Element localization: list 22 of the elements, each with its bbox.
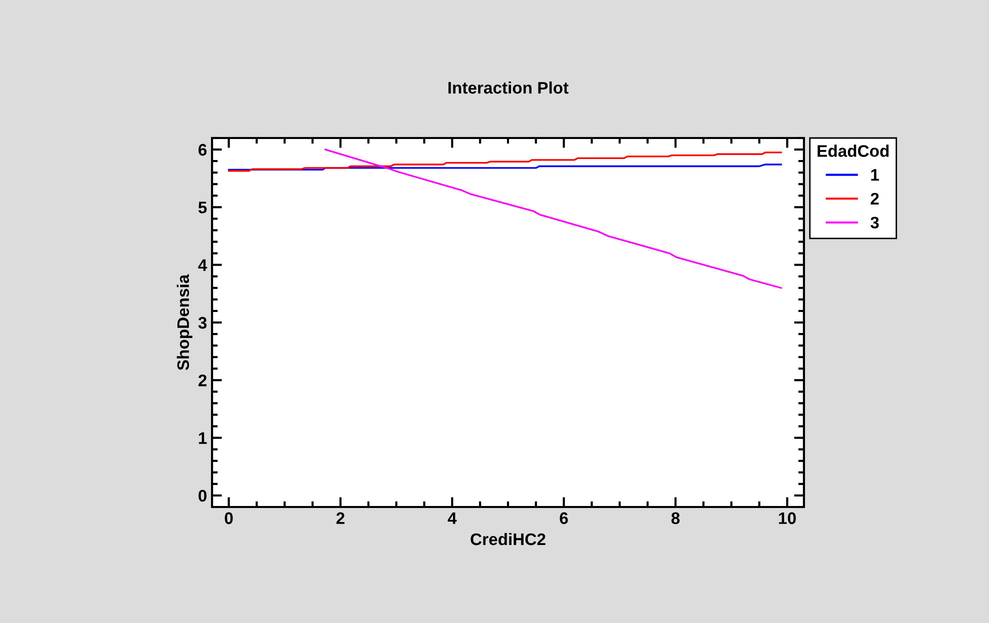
y-tick-label: 1 [198, 432, 207, 444]
y-axis-title: ShopDensia [176, 274, 192, 370]
x-tick-label: 8 [671, 512, 680, 524]
x-tick-label: 4 [448, 512, 457, 524]
line-series [324, 148, 782, 289]
legend-label: 1 [871, 169, 879, 181]
y-tick-label: 6 [198, 144, 207, 156]
x-tick-label: 10 [778, 512, 796, 524]
x-tick-label: 0 [224, 512, 233, 524]
legend-label: 2 [870, 192, 879, 204]
legend-label: 3 [870, 216, 879, 229]
x-tick-label: 2 [336, 512, 344, 524]
legend-title: EdadCod [818, 144, 889, 157]
y-tick-label: 5 [198, 202, 207, 214]
y-tick-label: 3 [198, 316, 207, 329]
x-axis-title: CrediHC2 [470, 532, 546, 546]
y-tick-label: 4 [198, 259, 208, 271]
line-series [228, 152, 782, 172]
chart-title: Interaction Plot [448, 81, 568, 94]
y-tick-label: 2 [198, 374, 207, 386]
y-tick-label: 0 [198, 490, 206, 502]
x-tick-label: 6 [560, 512, 568, 524]
